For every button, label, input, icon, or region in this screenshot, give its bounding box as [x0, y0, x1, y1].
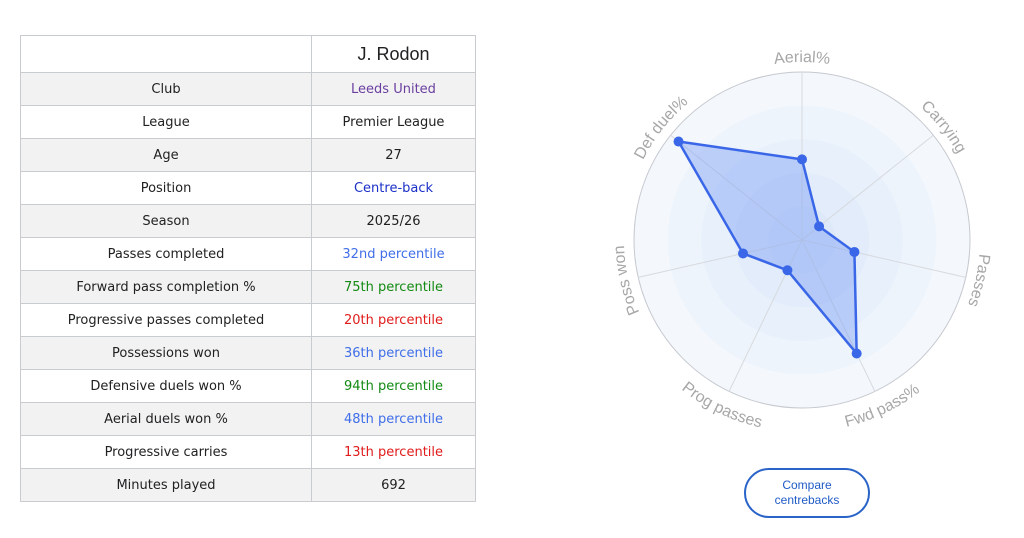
radar-spoke — [728, 239, 803, 392]
table-row: Season 2025/26 — [20, 204, 476, 238]
radar-point — [849, 246, 860, 257]
header-blank-cell — [20, 35, 312, 73]
table-header-row: J. Rodon — [20, 35, 476, 73]
row-value: Leeds United — [311, 72, 476, 106]
table-row: Age 27 — [20, 138, 476, 172]
row-label: Defensive duels won % — [20, 369, 312, 403]
row-value: 48th percentile — [311, 402, 476, 436]
row-value: 27 — [311, 138, 476, 172]
radar-spoke — [801, 239, 876, 392]
radar-point — [814, 221, 825, 232]
radar-point — [851, 348, 862, 359]
radar-spoke — [670, 134, 803, 241]
table-row: League Premier League — [20, 105, 476, 139]
row-label: Club — [20, 72, 312, 106]
row-value: 2025/26 — [311, 204, 476, 238]
player-name: J. Rodon — [311, 35, 476, 73]
row-value: 36th percentile — [311, 336, 476, 370]
radar-axis-label: Aerial% — [773, 49, 831, 68]
row-value: 94th percentile — [311, 369, 476, 403]
radar-spoke — [801, 134, 934, 241]
row-value: Centre-back — [311, 171, 476, 205]
row-label: Season — [20, 204, 312, 238]
row-label: Progressive passes completed — [20, 303, 312, 337]
row-value: 692 — [311, 468, 476, 502]
row-value: 32nd percentile — [311, 237, 476, 271]
row-label: Age — [20, 138, 312, 172]
table-row: Possessions won 36th percentile — [20, 336, 476, 370]
table-row: Passes completed 32nd percentile — [20, 237, 476, 271]
row-value: 20th percentile — [311, 303, 476, 337]
row-label: Possessions won — [20, 336, 312, 370]
radar-point — [797, 154, 807, 165]
row-label: Aerial duels won % — [20, 402, 312, 436]
radar-spoke — [638, 239, 803, 278]
radar-point — [738, 248, 749, 259]
radar-point — [782, 265, 793, 276]
compare-centrebacks-button[interactable]: Compare centrebacks — [744, 468, 870, 518]
table-row: Defensive duels won % 94th percentile — [20, 369, 476, 403]
table-row: Club Leeds United — [20, 72, 476, 106]
table-row: Minutes played 692 — [20, 468, 476, 502]
row-value: 13th percentile — [311, 435, 476, 469]
row-label: Forward pass completion % — [20, 270, 312, 304]
radar-chart: Aerial% Carrying Passes Fwd pass% Prog passe… — [590, 40, 1010, 460]
table-row: Aerial duels won % 48th percentile — [20, 402, 476, 436]
radar-spoke — [801, 239, 966, 278]
row-label: Minutes played — [20, 468, 312, 502]
radar-point — [673, 136, 684, 147]
table-row: Progressive carries 13th percentile — [20, 435, 476, 469]
player-stats-table: J. Rodon Club Leeds United League Premier L… — [20, 35, 476, 502]
row-value: 75th percentile — [311, 270, 476, 304]
row-label: Passes completed — [20, 237, 312, 271]
table-row: Position Centre-back — [20, 171, 476, 205]
radar-area — [677, 140, 858, 355]
table-row: Forward pass completion % 75th percentile — [20, 270, 476, 304]
row-label: League — [20, 105, 312, 139]
table-row: Progressive passes completed 20th percent… — [20, 303, 476, 337]
row-label: Progressive carries — [20, 435, 312, 469]
table-body: Club Leeds United League Premier League Age 2… — [20, 72, 476, 502]
radar-axis-label-text: Aerial% — [773, 49, 831, 68]
row-label: Position — [20, 171, 312, 205]
row-value: Premier League — [311, 105, 476, 139]
